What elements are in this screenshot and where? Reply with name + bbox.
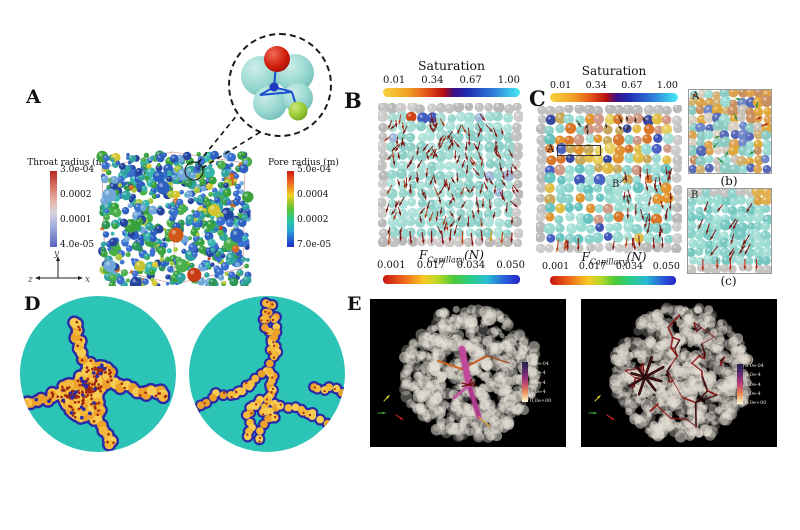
panel-d-cluster-branched-render [188,295,346,453]
region-b-label: B [612,179,620,190]
tick-label: 2.0e-4 [530,388,546,395]
axis-y-label: y [53,249,60,259]
axis-indicator: y x z [28,249,90,285]
subpanel-b-label: A [692,91,700,102]
tick-label: 0.0e+00 [745,400,767,406]
force-argument: (N) [464,248,484,262]
saturation-gradient-bar [383,88,520,97]
throat-radius-colorbar [50,171,57,247]
tick-label: 0.034 [456,260,486,271]
force-subscript: Capillary [589,257,627,267]
force-chain-colorbar-ticks: 8.0e-04 6.0e-4 4.0e-4 2.0e-4 0.0e+00 [530,362,551,404]
tick-label: 6.0e-4 [745,372,761,379]
tick-label: 8.0e-04 [745,363,764,369]
tick-label: 0.017 [578,261,607,272]
subpanel-c-caption: (c) [720,274,737,288]
pore-radius-colorbar [287,171,294,247]
pore-network-inset [228,33,332,137]
tick-label: 8.0e-04 [530,361,549,367]
axis-z-label: z [28,275,33,285]
tick-label: 0.01 [383,75,406,86]
saturation-title: Saturation [417,58,486,73]
force-chain-colorbar-ticks: 8.0e-04 6.0e-4 4.0e-4 2.0e-4 0.0e+00 [745,364,766,406]
tick-label: 0.050 [652,261,680,272]
tick-label: 0.34 [585,80,607,91]
region-a-box [557,145,601,156]
saturation-gradient-bar [550,93,678,102]
panel-b-capillary-force-label: FCapillary(N) [383,248,520,264]
force-subscript: Capillary [427,255,465,265]
tick-label: 0.67 [459,75,482,86]
throat-radius-colorbar-title: Throat radius (m) [27,158,108,168]
tick-label: 4.0e-4 [745,381,761,388]
panel-b-force-ticks: 0.001 0.017 0.034 0.050 [377,261,525,271]
panel-b-force-colorbar [383,275,520,284]
panel-c-label: C [529,86,546,111]
tick-label: 0.0004 [297,190,329,200]
tick-label: 2.0e-4 [745,390,761,397]
panel-a-label: A [26,86,41,108]
tick-label: 5.0e-04 [297,165,332,175]
panel-c-sphere-pack-render [536,105,682,253]
force-chain-colorbar: Fc (N) 8.0e-04 6.0e-4 4.0e-4 2.0e-4 0.0e+00 [737,357,766,406]
panel-d-cluster-compact-render [19,295,177,453]
tick-label: 0.34 [421,75,444,86]
tick-label: 0.0e+00 [530,398,552,404]
tick-label: 0.034 [615,261,644,272]
panel-e-left-view: Fc (N) 8.0e-04 6.0e-4 4.0e-4 2.0e-4 0.0e+00 [370,299,566,447]
tick-label: 6.0e-4 [530,370,546,377]
pore-network-inset-render [241,46,314,121]
tick-label: 0.017 [416,260,446,271]
panel-c-force-ticks: 0.001 0.017 0.034 0.050 [542,262,680,272]
tick-label: 0.0002 [60,190,92,200]
subpanel-b-render [688,89,772,174]
saturation-ticks: 0.01 0.34 0.67 1.00 [383,76,520,86]
panel-e-left-render [370,299,566,447]
saturation-title: Saturation [581,64,647,78]
region-a-label: A [547,144,555,155]
pore-radius-colorbar-title: Pore radius (m) [268,158,339,168]
panel-c-saturation-colorbar: Saturation 0.01 0.34 0.67 1.00 [550,64,678,102]
force-chain-colorbar-title: Fc (N) [522,355,539,361]
force-chain-colorbar: Fc (N) 8.0e-04 6.0e-4 4.0e-4 2.0e-4 0.0e+00 [522,355,551,404]
panel-a-pore-network-render [92,138,258,286]
tick-label: 0.01 [550,80,572,91]
subpanel-b-caption: (b) [720,174,738,188]
subpanel-c-render [687,188,772,274]
force-symbol: F [581,250,590,264]
tick-label: 0.0001 [60,215,92,225]
force-argument: (N) [626,250,647,264]
saturation-ticks: 0.01 0.34 0.67 1.00 [550,81,678,91]
tick-label: 1.00 [656,80,678,91]
subpanel-c-label: B [691,190,699,201]
axis-x-label: x [85,275,90,285]
pore-radius-colorbar-ticks: 5.0e-04 0.0004 0.0002 7.0e-05 [297,166,331,250]
panel-b-label: B [344,88,362,113]
tick-label: 0.001 [377,260,406,271]
panel-e-right-render [581,299,777,447]
force-symbol: F [418,248,428,262]
tick-label: 0.67 [621,80,643,91]
panel-b-sphere-pack-render [378,103,523,247]
tick-label: 4.0e-4 [530,379,546,386]
tick-label: 0.0002 [297,215,329,225]
tick-label: 0.050 [496,260,525,271]
panel-b-saturation-colorbar: Saturation 0.01 0.34 0.67 1.00 [383,58,520,97]
panel-c-capillary-force-label: FCapillary(N) [550,250,678,266]
throat-radius-colorbar-ticks: 3.0e-04 0.0002 0.0001 4.0e-05 [60,166,94,250]
force-chain-colorbar-gradient [737,364,743,404]
tick-label: 1.00 [497,75,520,86]
magnifier-callout-lines [184,113,263,181]
force-chain-colorbar-gradient [522,362,528,402]
tick-label: 4.0e-05 [60,240,95,250]
tick-label: 7.0e-05 [297,240,332,250]
panel-e-label: E [347,293,362,315]
force-chain-colorbar-title: Fc (N) [737,357,754,363]
tick-label: 0.001 [542,261,570,272]
panel-c-force-colorbar [550,276,676,285]
panel-e-right-view: Fc (N) 8.0e-04 6.0e-4 4.0e-4 2.0e-4 0.0e+00 [581,299,777,447]
tick-label: 3.0e-04 [60,165,95,175]
